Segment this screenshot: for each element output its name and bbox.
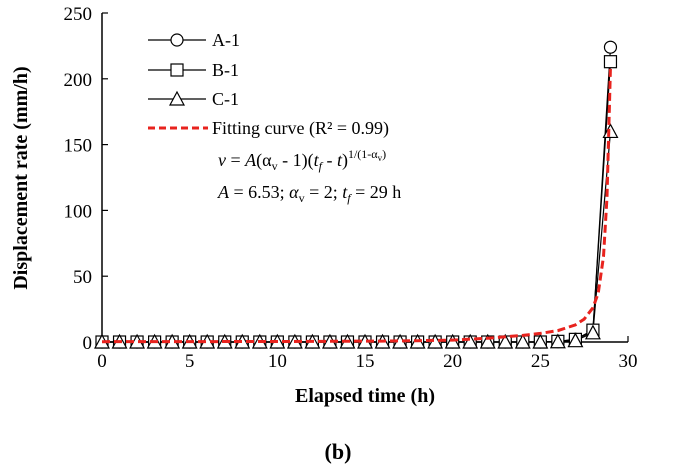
y-tick-label: 50 [73,267,92,288]
x-axis-title: Elapsed time (h) [295,385,435,407]
point-c1 [497,333,514,349]
point-c1 [462,333,479,349]
point-c1 [602,123,619,139]
x-tick-label: 20 [443,351,462,372]
x-tick-label: 15 [356,351,375,372]
legend: A-1 B-1 C-1 Fitting curve (R² = 0.99) [148,30,389,139]
legend-item-c1: C-1 [148,89,239,109]
series-layer [93,40,619,349]
y-tick-label: 0 [83,333,93,354]
parameters-annotation: A = 6.53; αv = 2; tf = 29 h [217,182,401,205]
formula-annotation: v = A(αv - 1)(tf - t)1/(1-αv) [218,147,386,173]
x-tick-label: 25 [531,351,550,372]
y-tick-label: 200 [64,70,93,91]
x-tick-label: 5 [185,351,195,372]
point-c1 [567,332,584,348]
point-c1 [584,324,601,340]
legend-item-a1: A-1 [148,30,240,50]
point-a1 [603,40,618,54]
x-tick-label: 10 [268,351,287,372]
point-c1 [549,333,566,349]
legend-label-b1: B-1 [212,60,239,80]
point-c1 [514,333,531,349]
plot-area [101,13,628,343]
figure-caption: (b) [325,439,352,464]
legend-item-b1: B-1 [148,60,239,80]
x-tick-label: 30 [619,351,638,372]
y-tick-label: 250 [64,4,93,25]
y-axis-ticks: 0 50 100 150 200 250 [64,4,108,354]
y-axis-title: Displacement rate (mm/h) [10,66,32,289]
point-b1 [603,55,618,69]
legend-label-c1: C-1 [212,89,239,109]
legend-label-fitting-curve: Fitting curve (R² = 0.99) [212,118,389,139]
legend-triangle-marker [168,90,186,106]
legend-item-fitting-curve: Fitting curve (R² = 0.99) [148,118,389,139]
x-tick-label: 0 [97,351,107,372]
legend-label-a1: A-1 [212,30,240,50]
point-c1 [479,333,496,349]
y-tick-label: 150 [64,136,93,157]
fitting-curve-line [101,65,612,344]
series-line-c-1 [102,131,612,343]
legend-circle-marker [170,33,184,47]
legend-square-marker [170,63,184,77]
point-c1 [532,333,549,349]
y-tick-label: 100 [64,201,93,222]
